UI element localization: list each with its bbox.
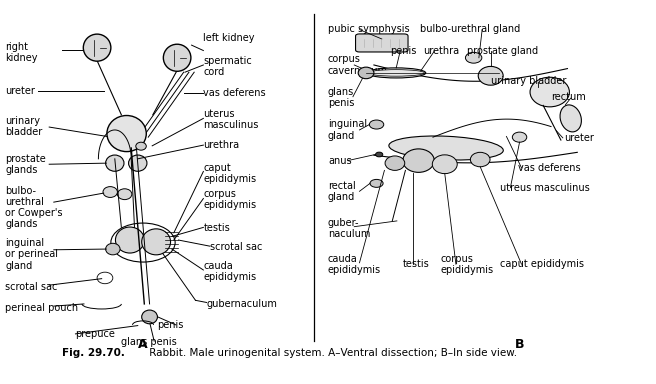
Text: left kidney: left kidney — [203, 33, 255, 43]
Text: testis: testis — [203, 223, 230, 233]
Ellipse shape — [432, 155, 457, 174]
Text: rectum: rectum — [551, 93, 586, 103]
Text: testis: testis — [403, 259, 430, 269]
Text: glans
penis: glans penis — [328, 87, 354, 108]
Ellipse shape — [106, 243, 120, 255]
Ellipse shape — [117, 189, 132, 200]
Text: corpus
epididymis: corpus epididymis — [441, 253, 494, 275]
Text: prostate
glands: prostate glands — [5, 154, 46, 175]
Text: ureter: ureter — [564, 133, 594, 143]
Text: cauda
epididymis: cauda epididymis — [328, 253, 381, 275]
Text: rectal
gland: rectal gland — [328, 181, 356, 202]
Ellipse shape — [358, 67, 374, 79]
Text: bulbo-urethral gland: bulbo-urethral gland — [420, 24, 520, 34]
Text: prepuce: prepuce — [75, 329, 115, 339]
Ellipse shape — [136, 142, 146, 150]
Ellipse shape — [142, 229, 171, 255]
Ellipse shape — [375, 152, 382, 157]
Ellipse shape — [103, 187, 117, 197]
Ellipse shape — [106, 155, 124, 171]
Text: utreus masculinus: utreus masculinus — [500, 184, 590, 194]
Text: glans penis: glans penis — [121, 337, 177, 347]
Text: Fig. 29.70.: Fig. 29.70. — [62, 348, 125, 358]
Text: A: A — [138, 338, 148, 351]
Text: spermatic
cord: spermatic cord — [203, 56, 252, 78]
Text: scrotal sac: scrotal sac — [210, 242, 262, 252]
FancyBboxPatch shape — [356, 34, 408, 52]
Text: cauda
epididymis: cauda epididymis — [203, 261, 256, 282]
Text: penis: penis — [390, 46, 416, 56]
Text: perineal pouch: perineal pouch — [5, 303, 78, 313]
Text: caput epididymis: caput epididymis — [500, 259, 584, 269]
Ellipse shape — [107, 116, 146, 152]
Text: ureter: ureter — [5, 86, 35, 96]
Ellipse shape — [163, 44, 191, 71]
Ellipse shape — [470, 152, 490, 167]
Text: urinary
bladder: urinary bladder — [5, 116, 43, 137]
Text: right
kidney: right kidney — [5, 42, 38, 63]
Text: urethra: urethra — [423, 46, 459, 56]
Text: corpus
epididymis: corpus epididymis — [203, 189, 256, 210]
Ellipse shape — [83, 34, 111, 61]
Text: Rabbit. Male urinogenital system. A–Ventral dissection; B–In side view.: Rabbit. Male urinogenital system. A–Vent… — [146, 348, 517, 358]
Text: inguinal
gland: inguinal gland — [328, 119, 367, 141]
Text: penis: penis — [157, 320, 184, 330]
Ellipse shape — [115, 227, 144, 253]
Text: inguinal
or perineal
gland: inguinal or perineal gland — [5, 238, 58, 271]
Ellipse shape — [385, 156, 405, 170]
Text: gubernaculum: gubernaculum — [207, 299, 277, 309]
Text: vas deferens: vas deferens — [203, 88, 266, 98]
Text: bulbo-
urethral
or Cowper's
glands: bulbo- urethral or Cowper's glands — [5, 186, 63, 229]
Ellipse shape — [466, 52, 482, 63]
Ellipse shape — [512, 132, 527, 142]
Text: vas deferens: vas deferens — [518, 163, 581, 173]
Ellipse shape — [369, 120, 384, 129]
Text: uterus
masculinus: uterus masculinus — [203, 109, 258, 130]
Text: guber-
naculum: guber- naculum — [328, 217, 371, 239]
Text: urinary bladder: urinary bladder — [491, 76, 566, 86]
Text: prostate gland: prostate gland — [467, 46, 538, 56]
Text: urethra: urethra — [203, 140, 239, 150]
Ellipse shape — [389, 136, 503, 160]
Ellipse shape — [129, 155, 147, 171]
Ellipse shape — [403, 149, 434, 172]
Ellipse shape — [142, 310, 157, 324]
Text: B: B — [515, 338, 524, 351]
Ellipse shape — [368, 70, 424, 76]
Ellipse shape — [560, 105, 581, 132]
Text: pubic symphysis: pubic symphysis — [328, 24, 409, 34]
Text: scrotal sac: scrotal sac — [5, 282, 58, 292]
Ellipse shape — [530, 77, 569, 107]
Text: caput
epididymis: caput epididymis — [203, 163, 256, 184]
Ellipse shape — [478, 66, 503, 85]
Ellipse shape — [367, 68, 426, 78]
Text: corpus
cavernosum: corpus cavernosum — [328, 55, 388, 76]
Ellipse shape — [370, 179, 383, 187]
Text: anus: anus — [328, 156, 352, 166]
